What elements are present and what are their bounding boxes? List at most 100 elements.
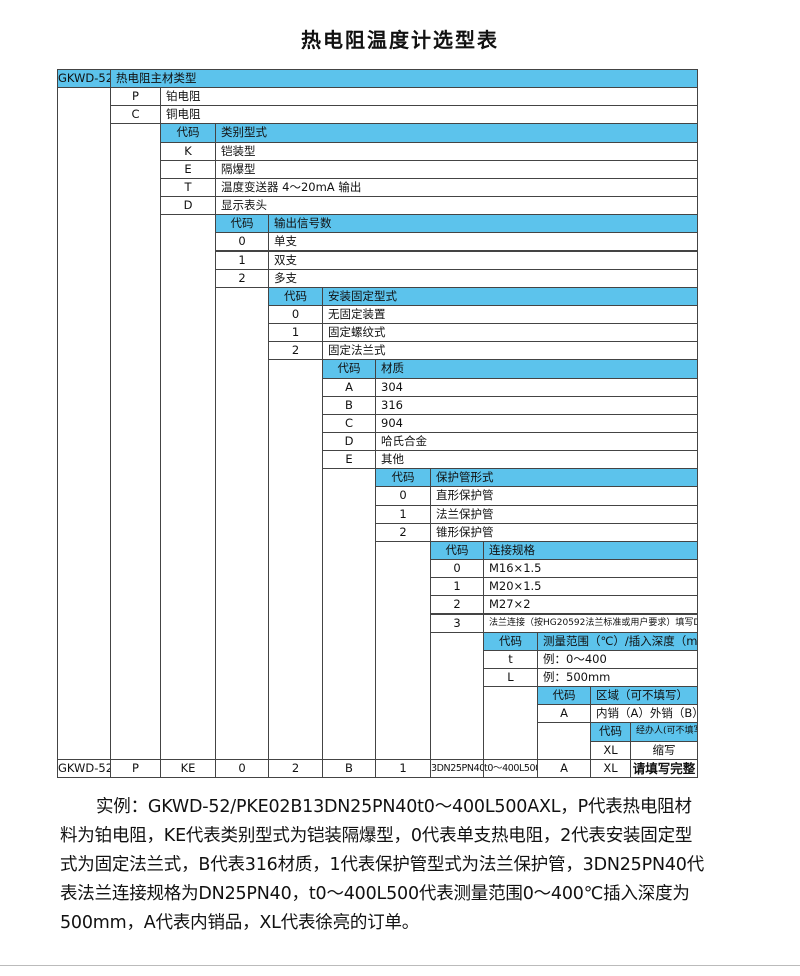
code-header: 代码 xyxy=(590,722,631,742)
option-desc: 法兰保护管 xyxy=(430,504,698,524)
code-header: 代码 xyxy=(483,631,538,651)
option-desc: 固定螺纹式 xyxy=(322,323,698,343)
option-desc: M27×2 xyxy=(483,595,698,615)
example-paragraph: 实例：GKWD-52/PKE02B13DN25PN40t0～400L500AXL… xyxy=(60,797,705,933)
code-header: 代码 xyxy=(160,123,216,143)
option-desc: 缩写 xyxy=(630,740,698,760)
divider xyxy=(0,965,800,966)
empty-cell xyxy=(215,286,269,760)
example-row-cell: B xyxy=(322,758,376,778)
option-code: 0 xyxy=(375,486,431,506)
option-code: D xyxy=(160,196,216,216)
option-code: 2 xyxy=(375,522,431,542)
option-code: 1 xyxy=(430,577,484,597)
option-desc: 铠装型 xyxy=(215,141,698,161)
option-code: 1 xyxy=(375,504,431,524)
code-header: 代码 xyxy=(430,540,484,561)
code-header: GKWD-52 xyxy=(57,69,111,89)
example-row-cell: 请填写完整 xyxy=(630,758,698,778)
empty-cell xyxy=(110,123,161,760)
section-header: 测量范围（℃）/插入深度（mm） xyxy=(537,631,698,651)
section-header: 保护管形式 xyxy=(430,468,698,488)
empty-cell xyxy=(57,87,111,760)
section-header: 输出信号数 xyxy=(268,214,698,234)
section-header: 材质 xyxy=(375,359,698,379)
option-code: 2 xyxy=(215,268,269,288)
option-desc: 固定法兰式 xyxy=(322,341,698,361)
option-code: XL xyxy=(590,740,631,760)
code-header: 代码 xyxy=(215,214,269,234)
empty-cell xyxy=(537,722,591,760)
code-header: 代码 xyxy=(375,468,431,488)
section-header: 经办人(可不填写) xyxy=(630,722,698,742)
option-code: E xyxy=(322,450,376,470)
option-code: L xyxy=(483,667,538,688)
option-code: K xyxy=(160,141,216,161)
option-code: 2 xyxy=(430,595,484,615)
option-code: t xyxy=(483,649,538,669)
option-desc: 904 xyxy=(375,413,698,433)
section-header: 区域（可不填写） xyxy=(590,686,698,706)
option-code: 0 xyxy=(268,304,323,325)
section-header: 安装固定型式 xyxy=(322,286,698,306)
option-desc: 隔爆型 xyxy=(215,159,698,179)
example-row-cell: GKWD-52 xyxy=(57,758,111,778)
empty-cell xyxy=(268,359,323,760)
example-row-cell: P xyxy=(110,758,161,778)
empty-cell xyxy=(430,631,484,760)
option-desc: 内销（A）外销（B） xyxy=(590,704,698,724)
option-desc: 无固定装置 xyxy=(322,304,698,325)
option-desc: 锥形保护管 xyxy=(430,522,698,542)
example-row-cell: XL xyxy=(590,758,631,778)
option-desc: 显示表头 xyxy=(215,196,698,216)
option-desc: M20×1.5 xyxy=(483,577,698,597)
option-code: B xyxy=(322,395,376,415)
section-header: 热电阻主材类型 xyxy=(110,69,698,89)
empty-cell xyxy=(160,214,216,760)
code-header: 代码 xyxy=(537,686,591,706)
section-header: 连接规格 xyxy=(483,540,698,561)
code-header: 代码 xyxy=(322,359,376,379)
option-desc: 温度变送器 4～20mA 输出 xyxy=(215,177,698,198)
section-header: 类别型式 xyxy=(215,123,698,143)
option-code: 1 xyxy=(268,323,323,343)
option-code: 0 xyxy=(430,559,484,579)
option-code: 0 xyxy=(215,232,269,252)
empty-cell xyxy=(375,540,431,760)
empty-cell xyxy=(483,686,538,760)
option-code: T xyxy=(160,177,216,198)
example-row-cell: 2 xyxy=(268,758,323,778)
option-code: 1 xyxy=(215,250,269,270)
option-code: A xyxy=(537,704,591,724)
example-row-cell: 3DN25PN40 xyxy=(430,758,484,778)
option-code: P xyxy=(110,87,161,107)
option-desc: 哈氏合金 xyxy=(375,432,698,452)
option-desc: 铂电阻 xyxy=(160,87,698,107)
option-code: C xyxy=(322,413,376,433)
option-desc: 316 xyxy=(375,395,698,415)
code-header: 代码 xyxy=(268,286,323,306)
option-code: D xyxy=(322,432,376,452)
option-code: 2 xyxy=(268,341,323,361)
option-code: C xyxy=(110,105,161,125)
option-desc: 铜电阻 xyxy=(160,105,698,125)
option-code: 3 xyxy=(430,613,484,633)
example-row-cell: t0～400L500 xyxy=(483,758,538,778)
example-row-cell: 0 xyxy=(215,758,269,778)
option-desc: 例：500mm xyxy=(537,667,698,688)
page-title: 热电阻温度计选型表 xyxy=(301,28,499,52)
option-desc: 多支 xyxy=(268,268,698,288)
option-desc: 304 xyxy=(375,377,698,397)
option-desc: 双支 xyxy=(268,250,698,270)
example-row-cell: A xyxy=(537,758,591,778)
example-row-cell: KE xyxy=(160,758,216,778)
option-desc: 例：0～400 xyxy=(537,649,698,669)
example-row-cell: 1 xyxy=(375,758,431,778)
option-code: A xyxy=(322,377,376,397)
option-desc: 单支 xyxy=(268,232,698,252)
option-desc: 其他 xyxy=(375,450,698,470)
option-code: E xyxy=(160,159,216,179)
option-desc: M16×1.5 xyxy=(483,559,698,579)
empty-cell xyxy=(322,468,376,760)
option-desc: 直形保护管 xyxy=(430,486,698,506)
